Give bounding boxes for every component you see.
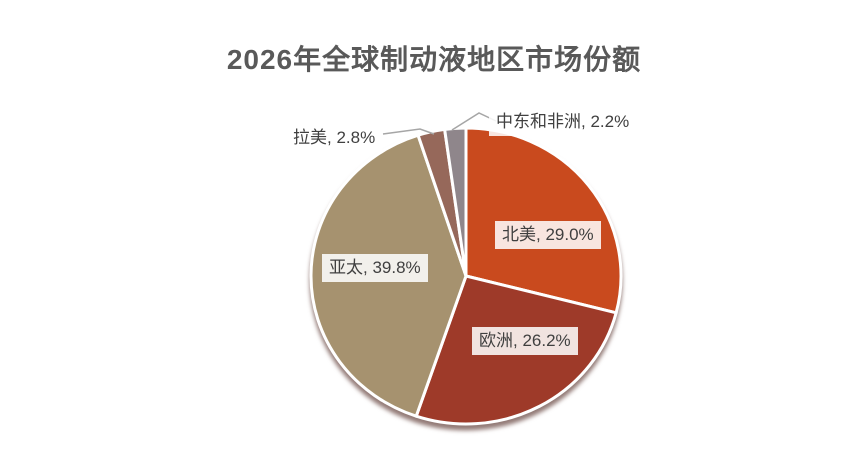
data-label-middle-east-africa: 中东和非洲, 2.2% — [489, 108, 637, 136]
data-label-europe: 欧洲, 26.2% — [472, 327, 578, 355]
leader-line-latin-america — [382, 128, 435, 135]
chart-title: 2026年全球制动液地区市场份额 — [226, 44, 642, 75]
data-label-north-america: 北美, 29.0% — [495, 221, 601, 249]
data-label-latin-america: 拉美, 2.8% — [286, 124, 383, 152]
data-label-asia-pacific: 亚太, 39.8% — [322, 254, 428, 282]
